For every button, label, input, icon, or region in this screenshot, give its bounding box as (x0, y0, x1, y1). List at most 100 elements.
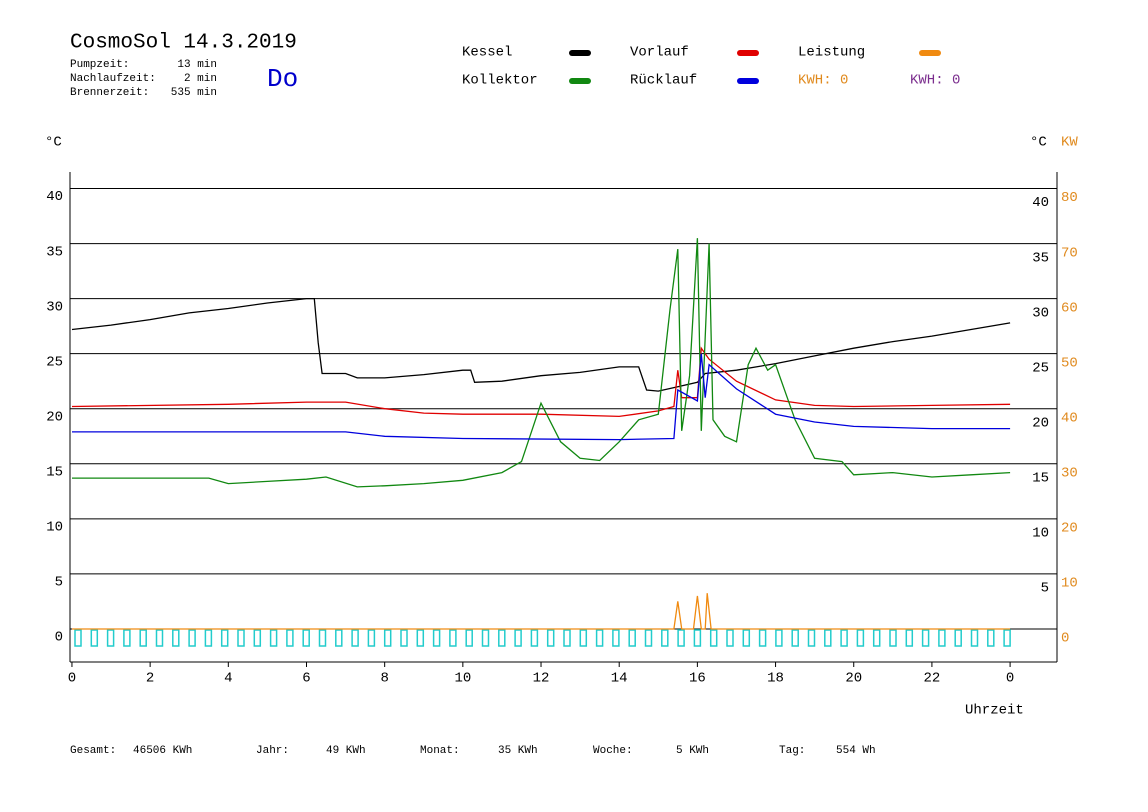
y-right-tick-label: 30 (1032, 305, 1049, 321)
y2-tick-label: 0 (1061, 631, 1069, 647)
pump-marker (563, 629, 571, 647)
day-label: Do (267, 64, 298, 94)
x-tick-label: 6 (302, 671, 310, 687)
pump-marker (595, 629, 604, 647)
pump-marker (791, 629, 799, 647)
pump-marker (954, 629, 962, 647)
series-line (71, 346, 1011, 418)
pump-marker (188, 629, 196, 647)
pump-marker (498, 629, 506, 647)
kwh-label: KWH: 0 (910, 73, 960, 89)
total-value: 5 KWh (676, 745, 709, 757)
y2-tick-label: 80 (1061, 190, 1078, 206)
legend-label: Kessel (462, 45, 512, 61)
total-label: Monat: (420, 745, 460, 757)
pump-marker (416, 629, 425, 647)
pump-marker (807, 629, 816, 647)
x-tick-label: 2 (146, 671, 154, 687)
x-tick-label: 16 (689, 671, 706, 687)
y-axis-label: °C (45, 135, 62, 151)
info-label: Pumpzeit: (70, 59, 129, 71)
y2-tick-label: 70 (1061, 245, 1078, 261)
pump-marker (872, 629, 881, 647)
y-tick-label: 30 (46, 299, 63, 315)
legend-label: Rücklauf (630, 73, 697, 89)
pump-marker (726, 629, 734, 647)
y2-axis-label-c: °C (1030, 135, 1047, 151)
pump-marker (824, 629, 832, 647)
pump-marker (709, 629, 718, 647)
pump-marker (775, 629, 783, 647)
x-tick-label: 0 (1006, 671, 1014, 687)
info-value: 535 min (171, 87, 217, 99)
pump-marker (400, 629, 408, 647)
y-right-tick-label: 5 (1041, 581, 1049, 597)
pump-marker (970, 629, 979, 647)
pump-marker (546, 629, 555, 647)
series-line (72, 353, 1011, 441)
pump-marker (90, 629, 99, 647)
pump-marker (481, 629, 490, 647)
pump-marker (335, 629, 343, 647)
y-tick-label: 35 (46, 244, 63, 260)
pump-marker (432, 629, 441, 647)
pump-marker (139, 629, 147, 647)
y2-tick-label: 20 (1061, 521, 1078, 537)
y2-tick-label: 40 (1061, 410, 1078, 426)
pump-marker (856, 629, 865, 647)
pump-marker (237, 629, 245, 647)
pump-marker (905, 629, 914, 647)
legend-label: Vorlauf (630, 45, 689, 61)
kwh-label: KWH: 0 (798, 73, 848, 89)
pump-marker (1003, 629, 1011, 647)
x-tick-label: 14 (611, 671, 628, 687)
pump-marker (889, 629, 897, 647)
y2-tick-label: 30 (1061, 466, 1078, 482)
y2-tick-label: 50 (1061, 355, 1078, 371)
x-tick-label: 12 (533, 671, 550, 687)
pump-marker (921, 629, 930, 647)
total-value: 554 Wh (836, 745, 876, 757)
y-right-tick-label: 10 (1032, 526, 1049, 542)
info-value: 13 min (177, 59, 217, 71)
y2-tick-label: 60 (1061, 300, 1078, 316)
pump-marker (677, 629, 685, 647)
pump-marker (840, 629, 848, 647)
legend-label: Kollektor (462, 73, 538, 89)
y2-axis-label: KW (1061, 135, 1078, 151)
pump-marker (172, 629, 180, 647)
x-tick-label: 20 (845, 671, 862, 687)
pump-marker (220, 629, 229, 647)
series-line (71, 297, 1011, 392)
pump-marker (155, 629, 164, 647)
pump-marker (612, 629, 620, 647)
pump-marker (644, 629, 653, 647)
pump-marker (302, 629, 310, 647)
chart-title: CosmoSol 14.3.2019 (70, 32, 297, 55)
pump-marker (530, 629, 539, 647)
y-tick-label: 20 (46, 409, 63, 425)
pump-marker (351, 629, 359, 647)
pump-marker (987, 629, 995, 647)
total-value: 35 KWh (498, 745, 538, 757)
pump-marker (204, 629, 213, 647)
total-label: Jahr: (256, 745, 289, 757)
pump-marker (383, 629, 392, 647)
y-tick-label: 25 (46, 354, 63, 370)
pump-marker (106, 629, 115, 647)
x-tick-label: 8 (380, 671, 388, 687)
info-value: 2 min (184, 73, 217, 85)
pump-marker (514, 629, 522, 647)
pump-marker (661, 629, 669, 647)
pump-marker (628, 629, 636, 647)
x-axis-label: Uhrzeit (965, 703, 1024, 719)
info-label: Brennerzeit: (70, 87, 149, 99)
total-value: 49 KWh (326, 745, 366, 757)
pump-marker (693, 629, 702, 647)
total-label: Tag: (779, 745, 805, 757)
y-right-tick-label: 15 (1032, 471, 1049, 487)
pump-marker (367, 629, 376, 647)
pump-marker (318, 629, 327, 647)
pump-marker (938, 629, 946, 647)
